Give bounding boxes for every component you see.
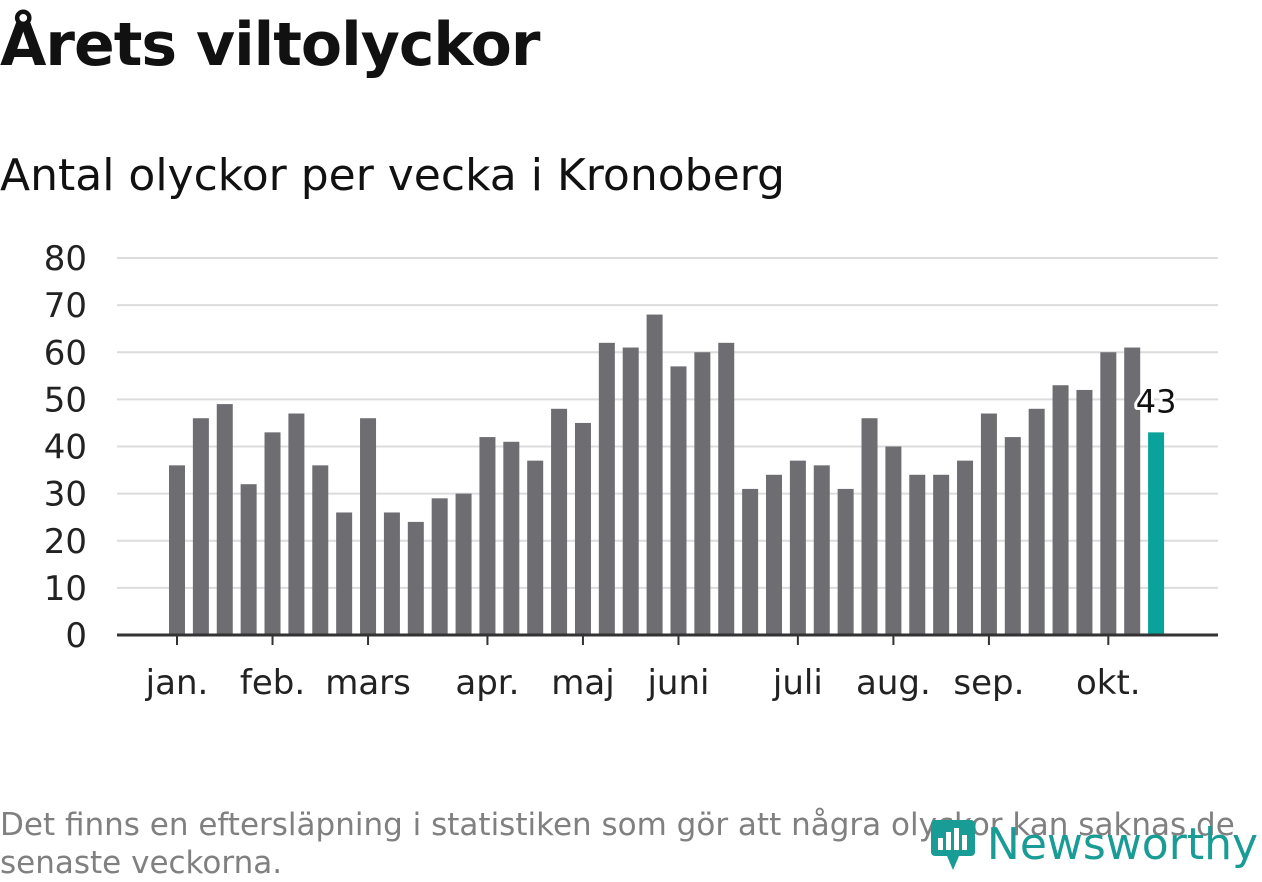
bar bbox=[336, 512, 353, 635]
newsworthy-logo-icon bbox=[930, 820, 975, 870]
y-tick-label: 0 bbox=[65, 616, 87, 656]
y-tick-label: 20 bbox=[44, 522, 87, 562]
x-tick-label: maj bbox=[551, 663, 614, 703]
bar bbox=[1004, 437, 1021, 635]
bar bbox=[813, 465, 830, 635]
bar bbox=[431, 498, 448, 635]
bar bbox=[957, 460, 974, 635]
y-tick-label: 50 bbox=[44, 380, 87, 420]
bar bbox=[742, 488, 759, 635]
y-tick-label: 10 bbox=[44, 569, 87, 609]
bar bbox=[383, 512, 400, 635]
x-tick-label: okt. bbox=[1076, 663, 1141, 703]
bar bbox=[551, 408, 568, 635]
bar bbox=[1028, 408, 1045, 635]
newsworthy-logo-text: Newsworthy bbox=[986, 818, 1258, 870]
bar bbox=[885, 446, 902, 635]
x-tick-label: juni bbox=[646, 663, 709, 703]
bar bbox=[1100, 352, 1117, 635]
bar bbox=[192, 418, 209, 635]
y-tick-label: 30 bbox=[44, 475, 87, 515]
bar bbox=[360, 418, 377, 635]
bar bbox=[622, 347, 639, 635]
chart-title: Årets viltolyckor bbox=[0, 10, 540, 80]
bar bbox=[574, 422, 591, 635]
bar bbox=[216, 404, 233, 635]
bar bbox=[288, 413, 305, 635]
bar bbox=[789, 460, 806, 635]
y-tick-label: 40 bbox=[44, 428, 87, 468]
x-tick-label: juli bbox=[772, 663, 823, 703]
bar bbox=[527, 460, 544, 635]
bar bbox=[312, 465, 329, 635]
y-tick-label: 80 bbox=[44, 239, 87, 279]
bar bbox=[598, 342, 615, 635]
y-tick-label: 70 bbox=[44, 286, 87, 326]
x-tick-label: mars bbox=[325, 663, 411, 703]
bar bbox=[169, 465, 185, 635]
bar bbox=[909, 474, 926, 635]
x-tick-label: jan. bbox=[145, 663, 209, 703]
footnote: Det finns en eftersläpning i statistiken… bbox=[0, 807, 1235, 881]
data-label: 43 bbox=[1136, 382, 1177, 420]
bar-highlight bbox=[1148, 432, 1165, 635]
x-tick-label: aug. bbox=[856, 663, 931, 703]
bar bbox=[718, 342, 735, 635]
y-tick-label: 60 bbox=[44, 333, 87, 373]
bar bbox=[670, 366, 687, 635]
bar bbox=[766, 474, 782, 635]
bar bbox=[1124, 347, 1141, 635]
x-tick-label: sep. bbox=[953, 663, 1024, 703]
bar bbox=[264, 432, 281, 635]
bar bbox=[455, 493, 472, 635]
bar bbox=[980, 413, 997, 635]
bar bbox=[933, 474, 950, 635]
bar bbox=[837, 488, 854, 635]
x-tick-label: feb. bbox=[240, 663, 305, 703]
newsworthy-logo: Newsworthy bbox=[929, 816, 1258, 872]
x-tick-label: apr. bbox=[455, 663, 519, 703]
bar bbox=[503, 441, 520, 635]
bar bbox=[479, 437, 496, 635]
chart-subtitle: Antal olyckor per vecka i Kronoberg bbox=[0, 150, 785, 201]
bar bbox=[407, 521, 424, 635]
bar bbox=[240, 484, 257, 635]
bar bbox=[1052, 385, 1069, 635]
bar bbox=[646, 314, 663, 635]
bar bbox=[1076, 389, 1093, 635]
bar bbox=[694, 352, 711, 635]
bar bbox=[861, 418, 878, 635]
